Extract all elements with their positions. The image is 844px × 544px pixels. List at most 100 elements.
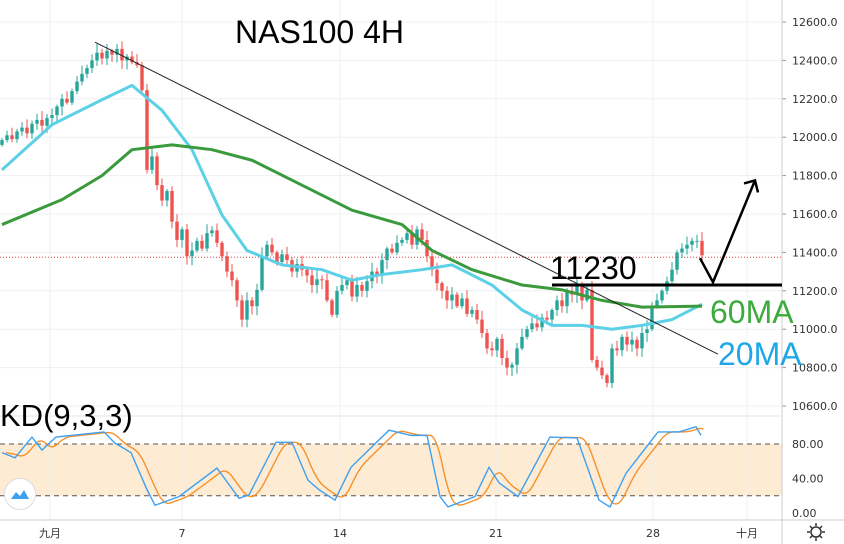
- candle-up: [150, 156, 154, 170]
- candle-up: [190, 250, 194, 257]
- candle-up: [525, 329, 529, 337]
- candle-up: [530, 323, 534, 330]
- candle-up: [365, 281, 369, 291]
- ma60-label: 60MA: [710, 294, 794, 330]
- candle-up: [550, 310, 554, 320]
- y-tick-label: 12600.0: [792, 16, 838, 29]
- candle-up: [265, 244, 269, 257]
- candle-up: [670, 269, 674, 282]
- kd-k-line: [1, 425, 702, 508]
- candle-up: [255, 289, 259, 307]
- candle-down: [330, 300, 334, 315]
- candle-up: [640, 333, 644, 349]
- candle-down: [10, 135, 14, 140]
- arrow-head-icon: [743, 178, 760, 193]
- candle-up: [450, 294, 454, 301]
- settings-gear-button[interactable]: [806, 522, 826, 542]
- candle-up: [260, 256, 264, 290]
- candle-down: [350, 280, 354, 297]
- candle-down: [615, 348, 619, 351]
- candle-down: [240, 300, 244, 320]
- candle-down: [225, 256, 229, 272]
- y-tick-label: 11200.0: [792, 285, 838, 298]
- candle-down: [505, 358, 509, 368]
- candle-down: [120, 48, 124, 61]
- candle-up: [650, 306, 654, 330]
- candle-down: [170, 190, 174, 222]
- candle-up: [5, 135, 9, 141]
- kd-tick-label: 80.00: [792, 438, 824, 451]
- candle-down: [455, 294, 459, 307]
- x-tick-label: 7: [179, 527, 186, 540]
- candle-up: [95, 52, 99, 61]
- candle-down: [410, 233, 414, 245]
- candle-down: [320, 279, 324, 281]
- candle-up: [70, 91, 74, 103]
- kd-band-fill: [0, 444, 782, 496]
- candle-up: [55, 106, 59, 116]
- candle-down: [145, 90, 149, 170]
- candle-down: [490, 348, 494, 351]
- kd-tick-label: 40.00: [792, 473, 824, 486]
- candle-up: [460, 298, 464, 307]
- candle-up: [345, 280, 349, 286]
- candle-down: [625, 336, 629, 345]
- candle-down: [110, 50, 114, 55]
- candle-down: [375, 271, 379, 276]
- candle-up: [395, 242, 399, 253]
- candle-up: [105, 50, 109, 59]
- candle-down: [100, 52, 104, 59]
- candle-up: [30, 123, 34, 134]
- candle-up: [575, 285, 579, 295]
- candle-up: [630, 339, 634, 345]
- candle-down: [475, 310, 479, 320]
- x-tick-label: 28: [646, 527, 660, 540]
- candle-up: [690, 240, 694, 245]
- candle-down: [360, 285, 364, 291]
- candle-up: [315, 279, 319, 286]
- candle-down: [430, 256, 434, 270]
- candle-up: [205, 233, 209, 249]
- trendline: [94, 41, 719, 355]
- candle-up: [0, 140, 4, 145]
- kd-title: KD(9,3,3): [0, 398, 133, 433]
- candle-up: [50, 115, 54, 118]
- kd-d-line: [5, 427, 704, 506]
- y-tick-label: 10800.0: [792, 362, 838, 375]
- candle-up: [75, 81, 79, 92]
- candle-down: [305, 269, 309, 276]
- candle-up: [340, 285, 344, 291]
- candle-up: [495, 338, 499, 351]
- candle-down: [275, 252, 279, 262]
- candle-down: [65, 98, 69, 103]
- projection-arrow: [698, 179, 757, 286]
- candle-down: [250, 300, 254, 307]
- candle-up: [210, 230, 214, 234]
- x-tick-label: 21: [489, 527, 503, 540]
- y-tick-label: 12200.0: [792, 93, 838, 106]
- candle-down: [220, 242, 224, 257]
- candle-down: [270, 244, 274, 253]
- candle-down: [635, 339, 639, 349]
- gear-icon: [807, 523, 825, 541]
- kd-tick-label: 0.00: [792, 507, 817, 520]
- candle-up: [90, 60, 94, 69]
- candle-up: [80, 73, 84, 82]
- ma20-label: 20MA: [718, 336, 802, 372]
- logo-button[interactable]: [4, 478, 36, 510]
- candle-down: [700, 240, 704, 256]
- candle-up: [15, 131, 19, 140]
- y-tick-label: 11400.0: [792, 246, 838, 259]
- candle-up: [655, 300, 659, 307]
- x-tick-label: 14: [333, 527, 347, 540]
- candle-up: [520, 336, 524, 349]
- candle-up: [555, 300, 559, 310]
- candle-down: [445, 290, 449, 301]
- candle-up: [85, 68, 89, 74]
- candle-down: [235, 280, 239, 301]
- candle-down: [500, 338, 504, 358]
- candle-up: [695, 240, 699, 242]
- y-tick-label: 11600.0: [792, 208, 838, 221]
